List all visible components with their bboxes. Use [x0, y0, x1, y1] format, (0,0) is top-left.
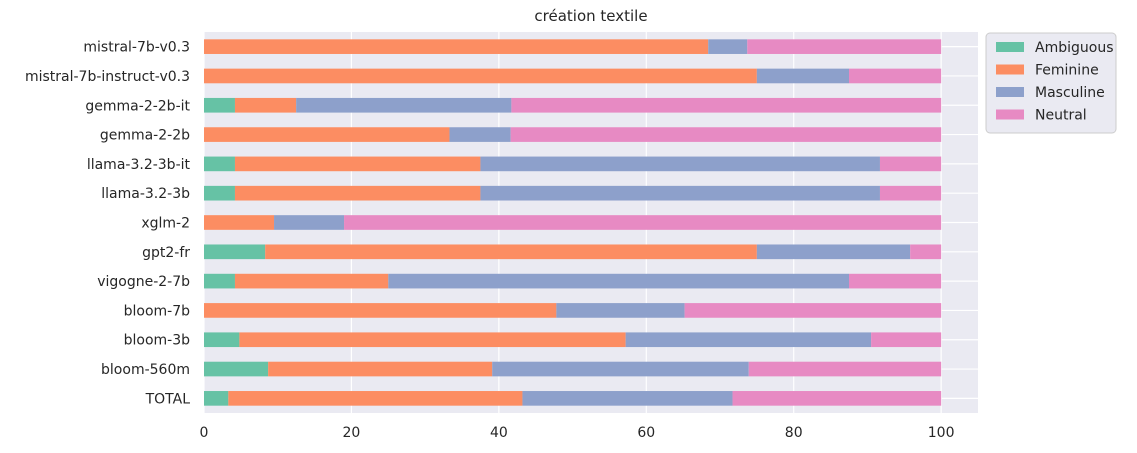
bar-segment-masculine	[480, 185, 880, 201]
bar-segment-neutral	[510, 127, 942, 142]
bar-segment-ambiguous	[204, 97, 235, 113]
bar-segment-masculine	[449, 127, 511, 142]
y-tick-label: gemma-2-2b-it	[85, 98, 190, 114]
legend-swatch	[996, 109, 1024, 120]
bar-segment-masculine	[274, 215, 345, 230]
y-tick-label: llama-3.2-3b	[101, 186, 190, 202]
bar-segment-neutral	[879, 156, 942, 172]
bars	[204, 39, 942, 406]
bar-segment-masculine	[388, 273, 849, 289]
bar-segment-masculine	[756, 244, 911, 260]
bar-segment-ambiguous	[204, 391, 229, 406]
bar-segment-masculine	[708, 39, 748, 54]
x-tick-label: 80	[785, 425, 803, 441]
bar-segment-neutral	[684, 303, 942, 318]
bar-segment-masculine	[756, 68, 849, 84]
bar-segment-feminine	[204, 303, 557, 318]
x-tick-label: 100	[928, 425, 955, 441]
bar-segment-neutral	[344, 215, 942, 230]
x-tick-label: 40	[490, 425, 508, 441]
bar-segment-feminine	[204, 215, 275, 230]
bar-segment-neutral	[849, 273, 942, 289]
bar-segment-neutral	[511, 97, 942, 113]
legend-swatch	[996, 64, 1024, 75]
bar-segment-neutral	[747, 39, 942, 54]
bar-segment-masculine	[556, 303, 685, 318]
legend-box	[985, 32, 1117, 134]
bar-segment-ambiguous	[204, 273, 235, 289]
bar-segment-feminine	[204, 127, 450, 142]
legend: Ambiguous Feminine Masculine Neutral	[985, 32, 1117, 134]
bar-segment-masculine	[492, 361, 749, 377]
bar-segment-ambiguous	[204, 185, 235, 201]
bar-segment-neutral	[748, 361, 942, 377]
bar-segment-masculine	[296, 97, 512, 113]
y-tick-label: gemma-2-2b	[100, 128, 190, 144]
bar-segment-neutral	[871, 332, 942, 348]
bar-segment-feminine	[234, 97, 297, 113]
legend-swatch	[996, 87, 1024, 97]
y-tick-label: bloom-3b	[124, 333, 191, 349]
legend-label: Neutral	[1035, 108, 1087, 124]
chart-title: création textile	[534, 7, 647, 25]
bar-segment-feminine	[234, 156, 481, 172]
x-tick-labels: 0 20 40 60 80 100	[200, 425, 955, 441]
bar-segment-masculine	[522, 391, 733, 406]
y-tick-label: gpt2-fr	[142, 245, 190, 261]
y-tick-labels: mistral-7b-v0.3 mistral-7b-instruct-v0.3 g…	[25, 40, 191, 408]
bar-segment-feminine	[239, 332, 626, 348]
x-tick-label: 0	[200, 425, 209, 441]
bar-segment-feminine	[268, 361, 493, 377]
bar-segment-feminine	[234, 273, 389, 289]
y-tick-label: xglm-2	[141, 216, 190, 232]
bar-segment-feminine	[228, 391, 523, 406]
bar-segment-feminine	[234, 185, 481, 201]
y-tick-label: mistral-7b-v0.3	[83, 40, 190, 56]
bar-segment-feminine	[204, 39, 709, 54]
y-tick-label: mistral-7b-instruct-v0.3	[25, 69, 190, 85]
y-tick-label: bloom-560m	[101, 362, 190, 378]
bar-segment-masculine	[625, 332, 872, 348]
legend-label: Feminine	[1035, 63, 1099, 79]
y-tick-label: llama-3.2-3b-it	[87, 157, 191, 173]
bar-segment-ambiguous	[204, 156, 235, 172]
legend-label: Masculine	[1035, 85, 1105, 101]
bar-segment-masculine	[480, 156, 880, 172]
bar-segment-feminine	[204, 68, 757, 84]
bar-segment-neutral	[849, 68, 942, 84]
bar-segment-ambiguous	[204, 332, 240, 348]
y-tick-label: vigogne-2-7b	[97, 274, 190, 290]
x-tick-label: 20	[343, 425, 361, 441]
x-tick-label: 60	[637, 425, 655, 441]
bar-segment-neutral	[910, 244, 942, 260]
bar-segment-neutral	[732, 391, 942, 406]
bar-segment-feminine	[265, 244, 757, 260]
bar-segment-ambiguous	[204, 361, 269, 377]
legend-swatch	[996, 42, 1024, 52]
bar-segment-neutral	[879, 185, 942, 201]
y-tick-label: TOTAL	[145, 391, 191, 407]
y-tick-label: bloom-7b	[124, 303, 191, 319]
legend-label: Ambiguous	[1035, 40, 1113, 56]
bar-segment-ambiguous	[204, 244, 266, 260]
